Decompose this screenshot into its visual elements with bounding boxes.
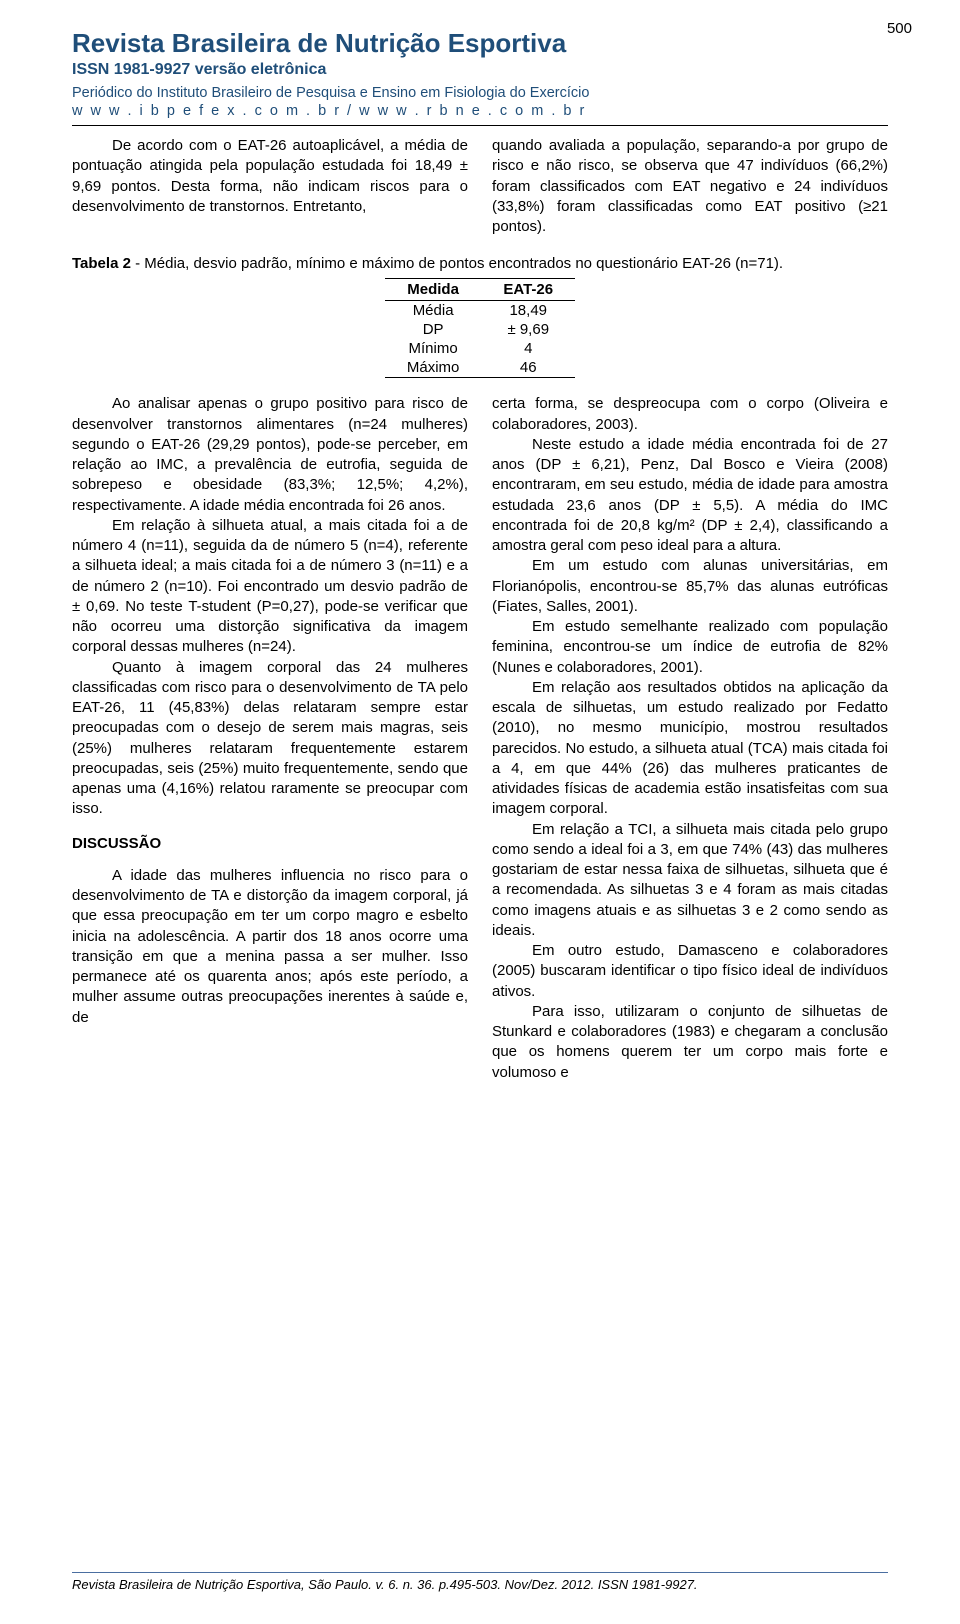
table2-value: ± 9,69 (481, 320, 575, 339)
table2-measure: Máximo (385, 358, 482, 378)
url-line: w w w . i b p e f e x . c o m . b r / w … (72, 103, 888, 119)
table2-measure: Média (385, 301, 482, 321)
body-paragraph: Quanto à imagem corporal das 24 mulheres… (72, 658, 468, 820)
issn-line: ISSN 1981-9927 versão eletrônica (72, 61, 888, 79)
discussion-heading: DISCUSSÃO (72, 834, 468, 854)
body-paragraph: Em estudo semelhante realizado com popul… (492, 617, 888, 678)
table2-measure: Mínimo (385, 339, 482, 358)
body-paragraph: certa forma, se despreocupa com o corpo … (492, 394, 888, 435)
intro-right-paragraph: quando avaliada a população, separando-a… (492, 136, 888, 237)
page-footer: Revista Brasileira de Nutrição Esportiva… (72, 1572, 888, 1592)
intro-columns: De acordo com o EAT-26 autoaplicável, a … (72, 136, 888, 237)
periodical-line: Periódico do Instituto Brasileiro de Pes… (72, 85, 888, 101)
body-paragraph: Em um estudo com alunas universitárias, … (492, 556, 888, 617)
body-paragraph: Ao analisar apenas o grupo positivo para… (72, 394, 468, 516)
table-row: Mínimo 4 (385, 339, 575, 358)
body-paragraph: Neste estudo a idade média encontrada fo… (492, 435, 888, 557)
table-row: Média 18,49 (385, 301, 575, 321)
table2-measure: DP (385, 320, 482, 339)
journal-title: Revista Brasileira de Nutrição Esportiva (72, 28, 888, 59)
table-row: DP ± 9,69 (385, 320, 575, 339)
intro-left-paragraph: De acordo com o EAT-26 autoaplicável, a … (72, 136, 468, 217)
body-columns: Ao analisar apenas o grupo positivo para… (72, 394, 888, 1083)
table2-caption-label: Tabela 2 (72, 255, 131, 272)
table2-value: 18,49 (481, 301, 575, 321)
table2: Medida EAT-26 Média 18,49 DP ± 9,69 Míni… (385, 278, 575, 378)
body-paragraph: A idade das mulheres influencia no risco… (72, 866, 468, 1028)
table2-header-row: Medida EAT-26 (385, 279, 575, 301)
header-divider (72, 125, 888, 126)
page-number: 500 (887, 20, 912, 37)
body-paragraph: Em relação a TCI, a silhueta mais citada… (492, 820, 888, 942)
table2-caption: Tabela 2 - Média, desvio padrão, mínimo … (72, 255, 888, 272)
body-paragraph: Em outro estudo, Damasceno e colaborador… (492, 941, 888, 1002)
table2-header-measure: Medida (385, 279, 482, 301)
table2-caption-text: Média, desvio padrão, mínimo e máximo de… (144, 255, 783, 272)
body-paragraph: Em relação aos resultados obtidos na apl… (492, 678, 888, 820)
table2-value: 4 (481, 339, 575, 358)
body-paragraph: Para isso, utilizaram o conjunto de silh… (492, 1002, 888, 1083)
body-paragraph: Em relação à silhueta atual, a mais cita… (72, 516, 468, 658)
table2-header-value: EAT-26 (481, 279, 575, 301)
table-row: Máximo 46 (385, 358, 575, 378)
table2-value: 46 (481, 358, 575, 378)
